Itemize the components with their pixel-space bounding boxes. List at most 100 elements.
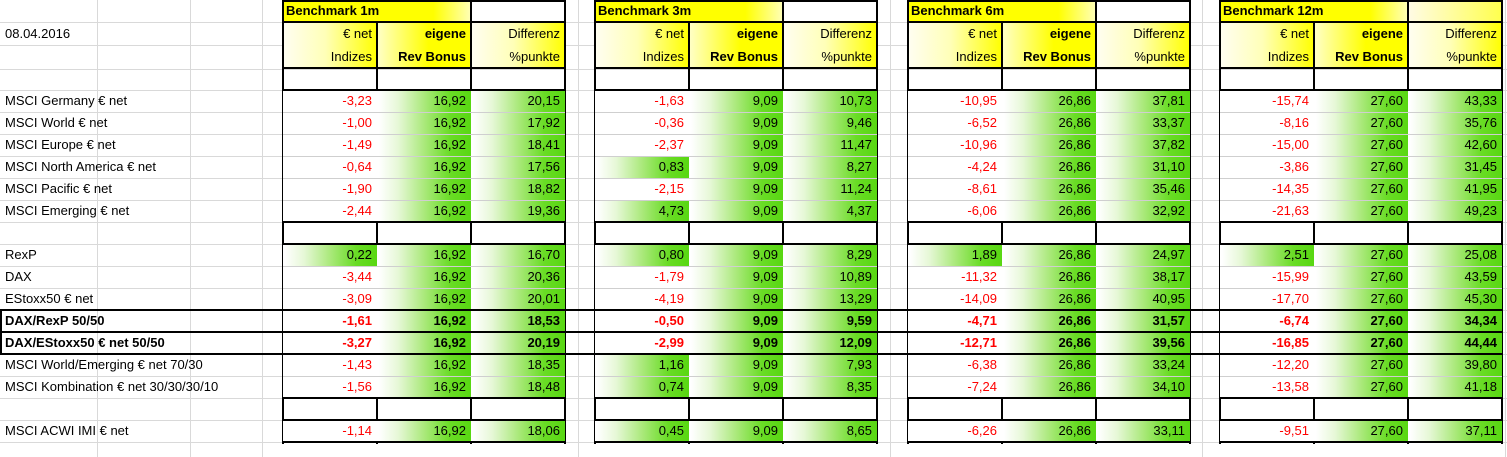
value-cell[interactable]: 8,29 bbox=[783, 244, 877, 266]
value-cell[interactable]: 16,92 bbox=[377, 90, 471, 112]
row-label-cell[interactable]: RexP bbox=[5, 247, 37, 262]
value-cell[interactable]: 33,11 bbox=[1096, 420, 1190, 442]
value-cell[interactable]: 33,24 bbox=[1096, 354, 1190, 376]
benchmark-title-filler-cell[interactable] bbox=[471, 0, 565, 22]
column-header-cell[interactable]: eigene Rev Bonus bbox=[1314, 22, 1408, 69]
value-cell[interactable]: -4,71 bbox=[908, 310, 1002, 332]
value-cell[interactable]: 34,34 bbox=[1408, 310, 1502, 332]
value-cell[interactable]: 27,60 bbox=[1314, 178, 1408, 200]
value-cell[interactable]: 16,92 bbox=[377, 178, 471, 200]
value-cell[interactable]: -6,52 bbox=[908, 112, 1002, 134]
value-cell[interactable]: 12,09 bbox=[783, 332, 877, 354]
value-cell[interactable]: -3,23 bbox=[283, 90, 377, 112]
value-cell[interactable]: 0,45 bbox=[595, 420, 689, 442]
value-cell[interactable]: 19,36 bbox=[471, 200, 565, 222]
value-cell[interactable]: 9,09 bbox=[689, 156, 783, 178]
value-cell[interactable]: -1,63 bbox=[595, 90, 689, 112]
row-label-cell[interactable]: EStoxx50 € net bbox=[5, 291, 94, 306]
value-cell[interactable]: 4,73 bbox=[595, 200, 689, 222]
value-cell[interactable]: -10,95 bbox=[908, 90, 1002, 112]
value-cell[interactable]: 1,89 bbox=[908, 244, 1002, 266]
value-cell[interactable]: 20,36 bbox=[471, 266, 565, 288]
value-cell[interactable]: 9,09 bbox=[689, 288, 783, 310]
value-cell[interactable]: 26,86 bbox=[1002, 310, 1096, 332]
value-cell[interactable]: 16,92 bbox=[377, 156, 471, 178]
column-header-cell[interactable]: eigene Rev Bonus bbox=[689, 22, 783, 69]
value-cell[interactable]: 27,60 bbox=[1314, 310, 1408, 332]
value-cell[interactable]: -11,32 bbox=[908, 266, 1002, 288]
value-cell[interactable]: 7,93 bbox=[783, 354, 877, 376]
value-cell[interactable]: -21,63 bbox=[1220, 200, 1314, 222]
value-cell[interactable]: -13,58 bbox=[1220, 376, 1314, 398]
value-cell[interactable]: 4,37 bbox=[783, 200, 877, 222]
value-cell[interactable]: 26,86 bbox=[1002, 332, 1096, 354]
value-cell[interactable]: -8,61 bbox=[908, 178, 1002, 200]
column-header-cell[interactable]: Differenz %punkte bbox=[1096, 22, 1190, 69]
value-cell[interactable]: 27,60 bbox=[1314, 244, 1408, 266]
value-cell[interactable]: 27,60 bbox=[1314, 354, 1408, 376]
value-cell[interactable]: -6,38 bbox=[908, 354, 1002, 376]
value-cell[interactable]: 27,60 bbox=[1314, 332, 1408, 354]
value-cell[interactable]: -6,06 bbox=[908, 200, 1002, 222]
value-cell[interactable]: -3,27 bbox=[283, 332, 377, 354]
value-cell[interactable]: 10,73 bbox=[783, 90, 877, 112]
value-cell[interactable]: -10,96 bbox=[908, 134, 1002, 156]
value-cell[interactable]: 27,60 bbox=[1314, 200, 1408, 222]
value-cell[interactable]: 31,57 bbox=[1096, 310, 1190, 332]
value-cell[interactable]: 11,24 bbox=[783, 178, 877, 200]
value-cell[interactable]: 16,92 bbox=[377, 200, 471, 222]
value-cell[interactable]: 27,60 bbox=[1314, 112, 1408, 134]
value-cell[interactable]: 27,60 bbox=[1314, 266, 1408, 288]
value-cell[interactable]: 44,44 bbox=[1408, 332, 1502, 354]
row-label-cell[interactable]: MSCI Kombination € net 30/30/30/10 bbox=[5, 379, 219, 394]
value-cell[interactable]: 18,53 bbox=[471, 310, 565, 332]
value-cell[interactable]: 43,33 bbox=[1408, 90, 1502, 112]
value-cell[interactable]: 10,89 bbox=[783, 266, 877, 288]
value-cell[interactable]: 26,86 bbox=[1002, 420, 1096, 442]
value-cell[interactable]: -0,64 bbox=[283, 156, 377, 178]
row-label-cell[interactable]: DAX/EStoxx50 € net 50/50 bbox=[5, 335, 165, 350]
value-cell[interactable]: 20,15 bbox=[471, 90, 565, 112]
value-cell[interactable]: 11,47 bbox=[783, 134, 877, 156]
value-cell[interactable]: 9,09 bbox=[689, 90, 783, 112]
value-cell[interactable]: 1,16 bbox=[595, 354, 689, 376]
value-cell[interactable]: 27,60 bbox=[1314, 288, 1408, 310]
value-cell[interactable]: 27,60 bbox=[1314, 376, 1408, 398]
value-cell[interactable]: 16,92 bbox=[377, 288, 471, 310]
value-cell[interactable]: -1,14 bbox=[283, 420, 377, 442]
value-cell[interactable]: 31,10 bbox=[1096, 156, 1190, 178]
value-cell[interactable]: -15,74 bbox=[1220, 90, 1314, 112]
value-cell[interactable]: 9,09 bbox=[689, 376, 783, 398]
date-cell[interactable]: 08.04.2016 bbox=[5, 26, 71, 41]
value-cell[interactable]: 39,80 bbox=[1408, 354, 1502, 376]
value-cell[interactable]: 26,86 bbox=[1002, 288, 1096, 310]
row-label-cell[interactable]: MSCI Europe € net bbox=[5, 137, 116, 152]
value-cell[interactable]: 34,10 bbox=[1096, 376, 1190, 398]
value-cell[interactable]: -3,09 bbox=[283, 288, 377, 310]
value-cell[interactable]: 42,60 bbox=[1408, 134, 1502, 156]
value-cell[interactable]: 35,46 bbox=[1096, 178, 1190, 200]
value-cell[interactable]: 2,51 bbox=[1220, 244, 1314, 266]
value-cell[interactable]: 8,35 bbox=[783, 376, 877, 398]
value-cell[interactable]: 9,09 bbox=[689, 178, 783, 200]
value-cell[interactable]: 16,92 bbox=[377, 310, 471, 332]
benchmark-title-cell[interactable]: Benchmark 12m bbox=[1220, 0, 1408, 22]
value-cell[interactable]: 26,86 bbox=[1002, 90, 1096, 112]
value-cell[interactable]: 26,86 bbox=[1002, 354, 1096, 376]
row-label-cell[interactable]: MSCI World € net bbox=[5, 115, 108, 130]
value-cell[interactable]: 25,08 bbox=[1408, 244, 1502, 266]
value-cell[interactable]: 49,23 bbox=[1408, 200, 1502, 222]
value-cell[interactable]: 18,82 bbox=[471, 178, 565, 200]
column-header-cell[interactable]: Differenz %punkte bbox=[1408, 22, 1502, 69]
value-cell[interactable]: -0,50 bbox=[595, 310, 689, 332]
value-cell[interactable]: -1,00 bbox=[283, 112, 377, 134]
value-cell[interactable]: -17,70 bbox=[1220, 288, 1314, 310]
value-cell[interactable]: 18,41 bbox=[471, 134, 565, 156]
column-header-cell[interactable]: € net Indizes bbox=[283, 22, 377, 69]
value-cell[interactable]: 32,92 bbox=[1096, 200, 1190, 222]
value-cell[interactable]: -16,85 bbox=[1220, 332, 1314, 354]
value-cell[interactable]: 9,46 bbox=[783, 112, 877, 134]
value-cell[interactable]: 26,86 bbox=[1002, 156, 1096, 178]
column-header-cell[interactable]: Differenz %punkte bbox=[471, 22, 565, 69]
value-cell[interactable]: 9,59 bbox=[783, 310, 877, 332]
